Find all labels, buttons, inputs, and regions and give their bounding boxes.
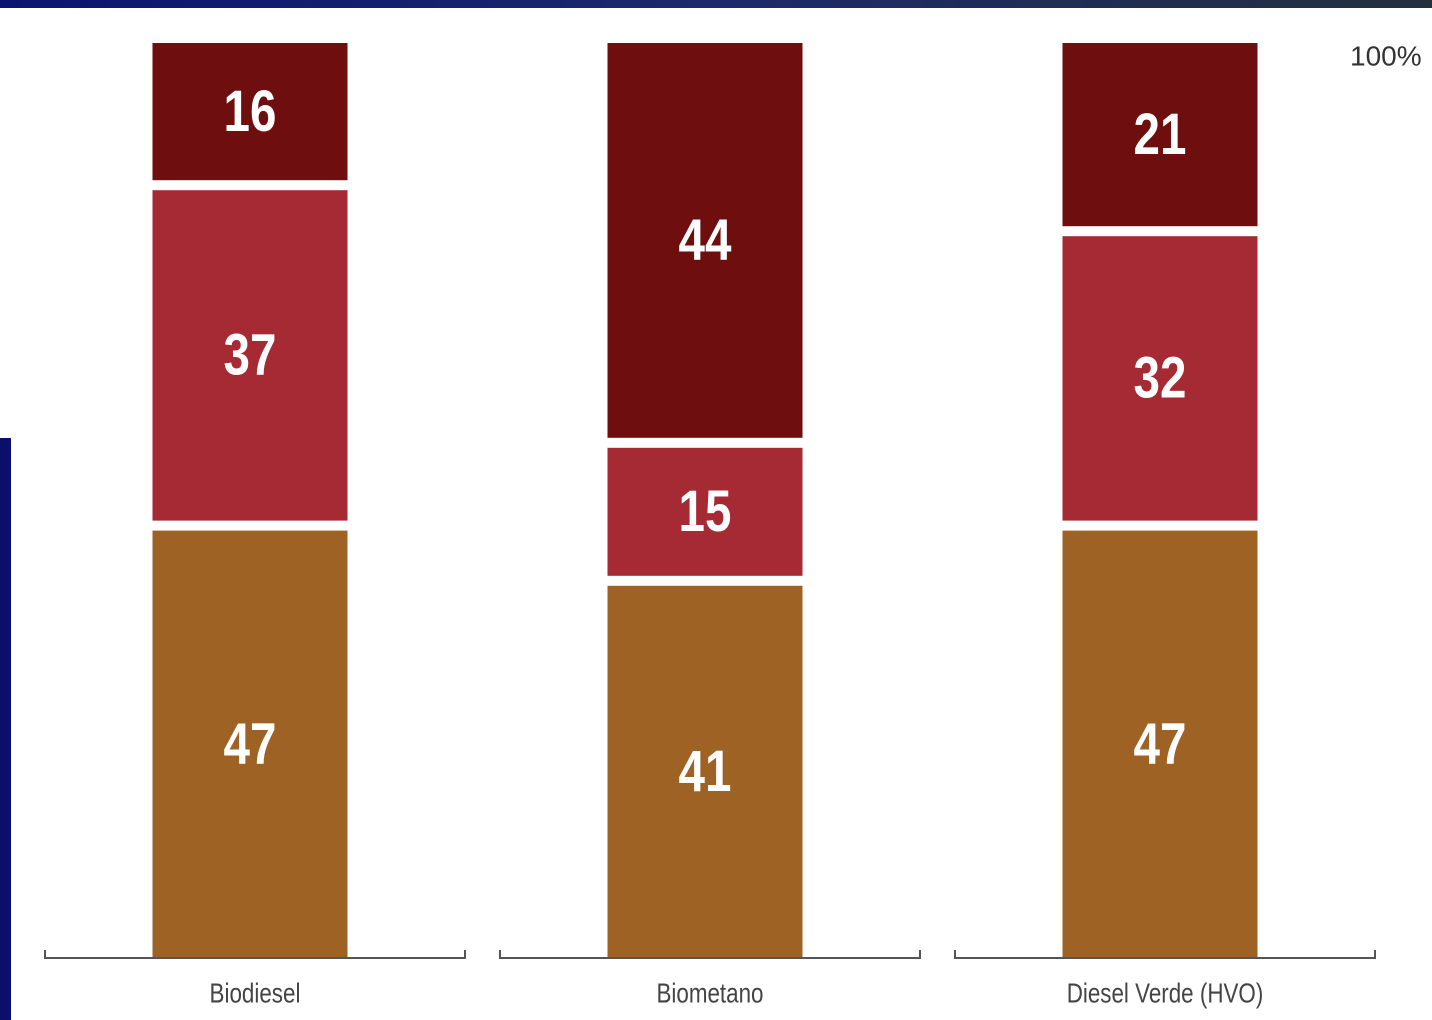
x-tick-label: Biometano <box>656 978 763 1009</box>
x-tick-label: Diesel Verde (HVO) <box>1067 978 1264 1009</box>
left-strip <box>0 438 11 1020</box>
data-label: 32 <box>1134 346 1187 411</box>
x-axis-segment <box>499 950 921 959</box>
x-tick-label: Biodiesel <box>210 978 301 1009</box>
bar-segment <box>1062 43 1258 227</box>
bar-segment <box>152 43 348 181</box>
top-strip <box>0 0 1432 8</box>
data-label: 47 <box>224 712 277 777</box>
data-label: 44 <box>679 208 732 273</box>
y-tick-label: 100% <box>1350 40 1422 71</box>
data-label: 21 <box>1134 103 1187 168</box>
data-label: 41 <box>679 740 732 805</box>
bar-segment <box>1062 236 1258 521</box>
bar-segment <box>1062 530 1258 958</box>
data-label: 16 <box>224 80 277 145</box>
data-label: 15 <box>679 480 732 545</box>
x-axis-segment <box>44 950 466 959</box>
bar-segment <box>152 530 348 958</box>
data-label: 37 <box>224 323 277 388</box>
data-label: 47 <box>1134 712 1187 777</box>
bar-segment <box>152 190 348 521</box>
x-axis-segment <box>954 950 1376 959</box>
bar-segment <box>607 585 803 958</box>
bar-segment <box>607 447 803 576</box>
bar-segment <box>607 43 803 438</box>
